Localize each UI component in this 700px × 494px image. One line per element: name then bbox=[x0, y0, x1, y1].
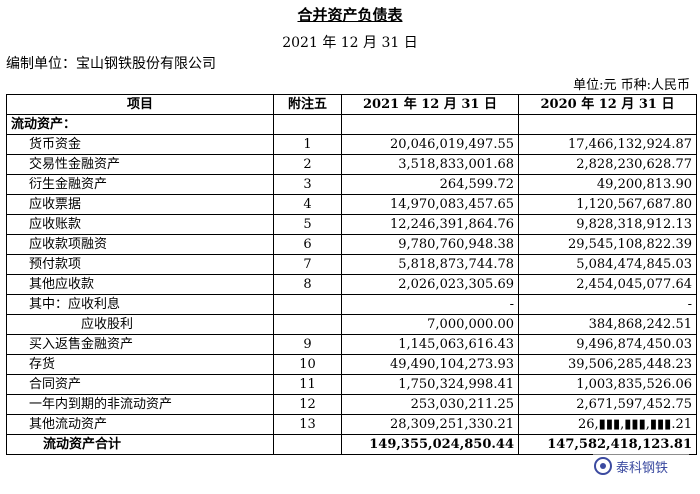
row-value-2020: 39,506,285,448.23 bbox=[518, 354, 697, 375]
row-note: 10 bbox=[273, 354, 342, 375]
row-value-2020: 147,582,418,123.81 bbox=[518, 434, 697, 455]
statement-title: 合并资产负债表 bbox=[297, 6, 403, 24]
row-item: 其他流动资产 bbox=[6, 414, 274, 435]
balance-sheet-table: 项目 附注五 2021 年 12 月 31 日 2020 年 12 月 31 日… bbox=[6, 94, 697, 455]
row-value-2020: 26,▮▮▮,▮▮▮,▮▮▮.21 bbox=[518, 414, 697, 435]
table-row: 其他应收款 8 2,026,023,305.69 2,454,045,077.6… bbox=[6, 274, 697, 295]
row-value-2021: 7,000,000.00 bbox=[341, 314, 519, 335]
watermark-text: 泰科钢铁 bbox=[616, 460, 669, 476]
row-value-2021: 3,518,833,001.68 bbox=[341, 154, 519, 175]
currency-unit: 单位:元 币种:人民币 bbox=[573, 78, 690, 93]
row-note: 9 bbox=[273, 334, 342, 355]
table-row: 应收款项融资 6 9,780,760,948.38 29,545,108,822… bbox=[6, 234, 697, 255]
row-note: 8 bbox=[273, 274, 342, 295]
table-row: 其他流动资产 13 28,309,251,330.21 26,▮▮▮,▮▮▮,▮… bbox=[6, 414, 697, 435]
row-value-2020: 9,496,874,450.03 bbox=[518, 334, 697, 355]
row-value-2020: 384,868,242.51 bbox=[518, 314, 697, 335]
row-item: 货币资金 bbox=[6, 134, 274, 155]
table-row: 应收账款 5 12,246,391,864.76 9,828,318,912.1… bbox=[6, 214, 697, 235]
row-note: 7 bbox=[273, 254, 342, 275]
watermark-logo-icon bbox=[594, 457, 612, 475]
row-value-2021: 14,970,083,457.65 bbox=[341, 194, 519, 215]
table-header-row: 项目 附注五 2021 年 12 月 31 日 2020 年 12 月 31 日 bbox=[6, 94, 697, 115]
row-item: 应收票据 bbox=[6, 194, 274, 215]
row-item: 存货 bbox=[6, 354, 274, 375]
header-note: 附注五 bbox=[273, 94, 342, 115]
row-item: 其中：应收利息 bbox=[6, 294, 274, 315]
row-value-2020 bbox=[518, 114, 697, 135]
table-row: 存货 10 49,490,104,273.93 39,506,285,448.2… bbox=[6, 354, 697, 375]
row-value-2020: 2,671,597,452.75 bbox=[518, 394, 697, 415]
row-value-2020: 5,084,474,845.03 bbox=[518, 254, 697, 275]
row-note: 1 bbox=[273, 134, 342, 155]
table-row: 应收票据 4 14,970,083,457.65 1,120,567,687.8… bbox=[6, 194, 697, 215]
row-note: 2 bbox=[273, 154, 342, 175]
header-item: 项目 bbox=[6, 94, 274, 115]
row-note: 4 bbox=[273, 194, 342, 215]
row-value-2021: 5,818,873,744.78 bbox=[341, 254, 519, 275]
row-value-2021: 28,309,251,330.21 bbox=[341, 414, 519, 435]
row-value-2021: 264,599.72 bbox=[341, 174, 519, 195]
section-row-current-assets: 流动资产： bbox=[6, 114, 697, 135]
table-row: 交易性金融资产 2 3,518,833,001.68 2,828,230,628… bbox=[6, 154, 697, 175]
row-value-2020: 2,828,230,628.77 bbox=[518, 154, 697, 175]
row-item: 应收款项融资 bbox=[6, 234, 274, 255]
row-item: 买入返售金融资产 bbox=[6, 334, 274, 355]
row-note: 13 bbox=[273, 414, 342, 435]
row-value-2020: 17,466,132,924.87 bbox=[518, 134, 697, 155]
row-value-2020: - bbox=[518, 294, 697, 315]
row-note bbox=[273, 314, 342, 335]
row-value-2021 bbox=[341, 114, 519, 135]
row-value-2021: 2,026,023,305.69 bbox=[341, 274, 519, 295]
total-row-current-assets: 流动资产合计 149,355,024,850.44 147,582,418,12… bbox=[6, 434, 697, 455]
row-value-2021: 49,490,104,273.93 bbox=[341, 354, 519, 375]
row-item: 一年内到期的非流动资产 bbox=[6, 394, 274, 415]
table-row: 预付款项 7 5,818,873,744.78 5,084,474,845.03 bbox=[6, 254, 697, 275]
row-note: 6 bbox=[273, 234, 342, 255]
row-value-2020: 1,003,835,526.06 bbox=[518, 374, 697, 395]
row-note: 5 bbox=[273, 214, 342, 235]
row-value-2021: - bbox=[341, 294, 519, 315]
row-item: 交易性金融资产 bbox=[6, 154, 274, 175]
row-item: 应收账款 bbox=[6, 214, 274, 235]
row-value-2021: 149,355,024,850.44 bbox=[341, 434, 519, 455]
row-note: 12 bbox=[273, 394, 342, 415]
row-item: 流动资产： bbox=[6, 114, 274, 135]
header-2020: 2020 年 12 月 31 日 bbox=[518, 94, 697, 115]
table-row: 货币资金 1 20,046,019,497.55 17,466,132,924.… bbox=[6, 134, 697, 155]
row-note bbox=[273, 434, 342, 455]
table-row: 衍生金融资产 3 264,599.72 49,200,813.90 bbox=[6, 174, 697, 195]
row-note: 3 bbox=[273, 174, 342, 195]
row-value-2020: 49,200,813.90 bbox=[518, 174, 697, 195]
table-row: 应收股利 7,000,000.00 384,868,242.51 bbox=[6, 314, 697, 335]
compiling-entity: 编制单位：宝山钢铁股份有限公司 bbox=[6, 56, 216, 72]
row-item: 衍生金融资产 bbox=[6, 174, 274, 195]
watermark: 泰科钢铁 bbox=[593, 453, 689, 479]
row-item: 流动资产合计 bbox=[6, 434, 274, 455]
row-value-2021: 12,246,391,864.76 bbox=[341, 214, 519, 235]
table-row: 一年内到期的非流动资产 12 253,030,211.25 2,671,597,… bbox=[6, 394, 697, 415]
row-value-2020: 29,545,108,822.39 bbox=[518, 234, 697, 255]
row-value-2021: 1,750,324,998.41 bbox=[341, 374, 519, 395]
table-row: 合同资产 11 1,750,324,998.41 1,003,835,526.0… bbox=[6, 374, 697, 395]
row-value-2021: 1,145,063,616.43 bbox=[341, 334, 519, 355]
row-item: 预付款项 bbox=[6, 254, 274, 275]
row-item: 其他应收款 bbox=[6, 274, 274, 295]
table-row: 买入返售金融资产 9 1,145,063,616.43 9,496,874,45… bbox=[6, 334, 697, 355]
row-note bbox=[273, 294, 342, 315]
statement-date: 2021 年 12 月 31 日 bbox=[282, 35, 418, 51]
row-value-2021: 9,780,760,948.38 bbox=[341, 234, 519, 255]
row-value-2020: 2,454,045,077.64 bbox=[518, 274, 697, 295]
row-note bbox=[273, 114, 342, 135]
row-value-2021: 20,046,019,497.55 bbox=[341, 134, 519, 155]
row-value-2020: 9,828,318,912.13 bbox=[518, 214, 697, 235]
table-row: 其中：应收利息 - - bbox=[6, 294, 697, 315]
header-2021: 2021 年 12 月 31 日 bbox=[341, 94, 519, 115]
row-note: 11 bbox=[273, 374, 342, 395]
row-item: 应收股利 bbox=[6, 314, 274, 335]
row-item: 合同资产 bbox=[6, 374, 274, 395]
row-value-2021: 253,030,211.25 bbox=[341, 394, 519, 415]
row-value-2020: 1,120,567,687.80 bbox=[518, 194, 697, 215]
